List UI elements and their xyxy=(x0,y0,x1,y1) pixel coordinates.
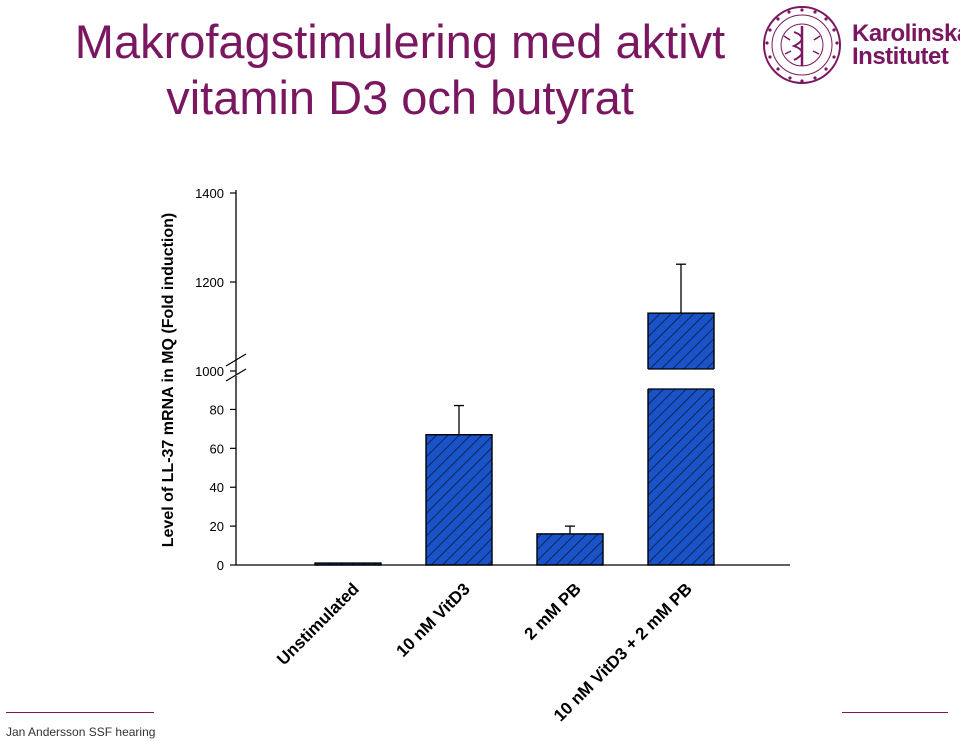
axis-layer xyxy=(225,190,790,566)
logo-line-1: Karolinska xyxy=(852,20,960,47)
bars-layer xyxy=(314,263,715,566)
category-label: Unstimulated xyxy=(273,579,363,669)
logo-line-2: Institutet xyxy=(852,43,949,70)
bar-break-gap xyxy=(647,369,715,389)
slide-title-line-1: Makrofagstimulering med aktivt xyxy=(74,15,726,68)
bar xyxy=(425,434,493,566)
footer-rule-left xyxy=(6,712,154,713)
footer-presenter: Jan Andersson SSF hearing xyxy=(6,725,156,739)
y-tick-label: 0 xyxy=(217,558,224,573)
y-tick-label: 1200 xyxy=(195,275,224,290)
axis-break-mark xyxy=(225,368,247,382)
slide-title-line-2: vitamin D3 och butyrat xyxy=(166,71,634,124)
y-tick-label: 80 xyxy=(210,402,224,417)
bar xyxy=(536,533,604,566)
y-axis-label: Level of LL-37 mRNA in MQ (Fold inductio… xyxy=(160,213,177,548)
category-label: 10 nM VitD3 xyxy=(392,579,473,660)
bar xyxy=(647,312,715,566)
y-tick-label: 40 xyxy=(210,480,224,495)
karolinska-seal-icon xyxy=(763,6,841,84)
logo-wordmark: Karolinska Institutet xyxy=(852,20,960,70)
axis-break-mark xyxy=(225,353,247,367)
footer-rule-right xyxy=(842,712,948,713)
y-tick-label: 60 xyxy=(210,441,224,456)
karolinska-logo: Karolinska Institutet xyxy=(760,2,960,88)
y-tick-label: 20 xyxy=(210,519,224,534)
slide-title: Makrofagstimulering med aktivt vitamin D… xyxy=(40,14,760,126)
y-tick-label: 1000 xyxy=(195,364,224,379)
category-label: 2 mM PB xyxy=(521,579,585,643)
y-tick-label: 1400 xyxy=(195,186,224,201)
